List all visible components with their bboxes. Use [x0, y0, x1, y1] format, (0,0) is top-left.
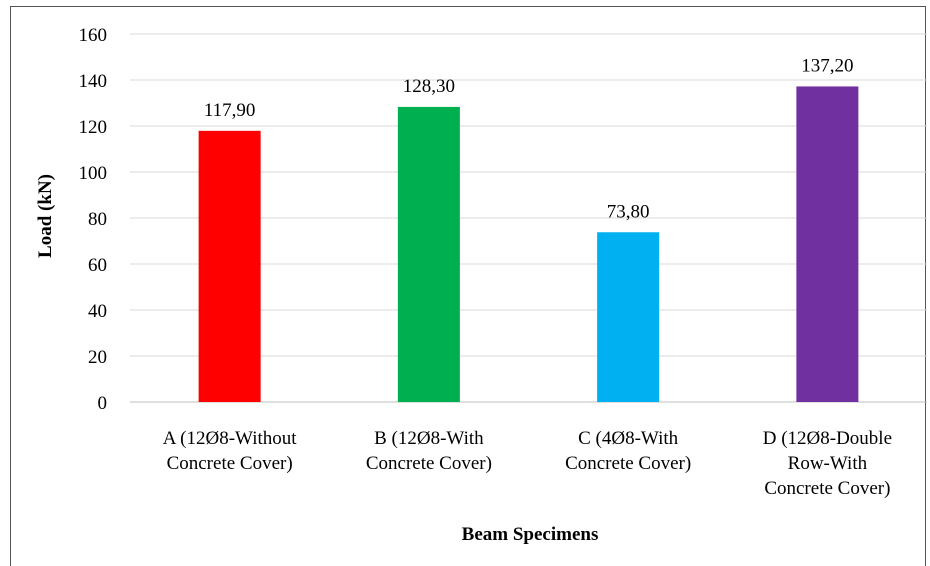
data-label: 137,20 — [801, 55, 853, 76]
bars — [198, 86, 859, 402]
bar — [796, 86, 859, 402]
y-tick-label: 120 — [79, 117, 108, 138]
data-label: 128,30 — [403, 76, 455, 97]
data-labels: 117,90 128,30 73,80 137,20 — [204, 55, 854, 222]
bar — [198, 130, 261, 402]
y-tick-label: 60 — [88, 255, 107, 276]
x-tick-label: D (12Ø8-Double Row-With Concrete Cover) — [763, 428, 892, 499]
chart-frame — [10, 6, 926, 566]
y-tick-label: 0 — [98, 393, 108, 414]
x-tick-label: B (12Ø8-With Concrete Cover) — [366, 428, 492, 474]
y-tick-label: 40 — [88, 301, 107, 322]
x-axis-title: Beam Specimens — [462, 524, 599, 545]
y-tick-label: 160 — [79, 25, 108, 46]
data-label: 73,80 — [607, 201, 650, 222]
y-tick-label: 100 — [79, 163, 108, 184]
y-tick-label: 140 — [79, 71, 108, 92]
bar — [597, 232, 660, 402]
data-label: 117,90 — [204, 100, 256, 121]
x-tick-label: A (12Ø8-Without Concrete Cover) — [163, 428, 298, 474]
y-tick-labels: 0 20 40 60 80 100 120 140 160 — [79, 25, 108, 414]
bar — [397, 106, 460, 402]
y-tick-label: 20 — [88, 347, 107, 368]
y-tick-label: 80 — [88, 209, 107, 230]
x-tick-labels: A (12Ø8-Without Concrete Cover) B (12Ø8-Wi… — [163, 428, 892, 499]
x-tick-label: C (4Ø8-With Concrete Cover) — [565, 428, 691, 474]
gridlines — [130, 33, 927, 403]
y-axis-title: Load (kN) — [35, 174, 56, 258]
